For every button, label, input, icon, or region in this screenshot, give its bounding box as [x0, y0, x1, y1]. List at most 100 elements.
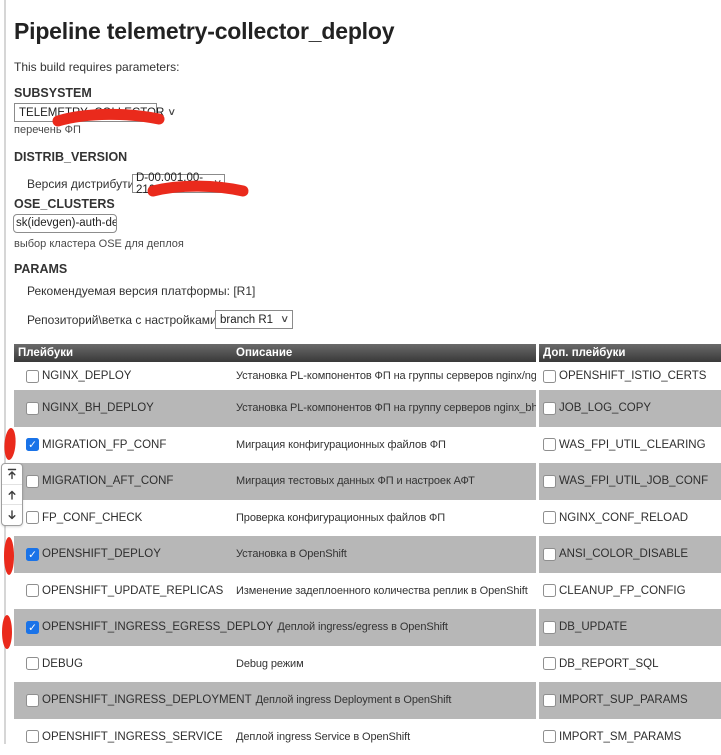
- table-row: DEBUG Debug режим DB_REPORT_SQL: [14, 646, 721, 683]
- scroll-down-icon[interactable]: [2, 504, 22, 525]
- extra-playbook-checkbox[interactable]: [543, 730, 556, 743]
- row-main-cell: DEBUG Debug режим: [14, 646, 536, 683]
- param-label-distrib-version: DISTRIB_VERSION: [14, 150, 127, 164]
- row-extra-cell: ANSI_COLOR_DISABLE: [539, 536, 721, 573]
- row-main-cell: OPENSHIFT_INGRESS_SERVICE Деплой ingress…: [14, 719, 536, 755]
- distrib-version-select-value: D-00.001.00-210: [136, 172, 210, 196]
- playbook-description: Деплой ingress/egress в OpenShift: [273, 621, 448, 633]
- playbook-cell: ✓ MIGRATION_FP_CONF: [14, 438, 232, 451]
- playbook-checkbox[interactable]: ✓: [26, 621, 39, 634]
- table-row: MIGRATION_AFT_CONF Миграция тестовых дан…: [14, 463, 721, 500]
- extra-playbook-label: WAS_FPI_UTIL_CLEARING: [559, 439, 706, 451]
- playbook-cell: OPENSHIFT_INGRESS_DEPLOYMENT: [14, 694, 252, 707]
- playbook-checkbox[interactable]: [26, 370, 39, 383]
- row-extra-cell: WAS_FPI_UTIL_JOB_CONF: [539, 463, 721, 500]
- playbook-label: FP_CONF_CHECK: [42, 512, 142, 524]
- scroll-nav-widget: [1, 463, 23, 526]
- row-main-cell: OPENSHIFT_UPDATE_REPLICAS Изменение заде…: [14, 573, 536, 610]
- repo-branch-field-label: Репозиторий\ветка с настройками ФП:: [27, 313, 241, 327]
- column-header-description: Описание: [236, 347, 292, 359]
- playbook-cell: OPENSHIFT_INGRESS_SERVICE: [14, 730, 232, 743]
- playbook-description: Миграция тестовых данных ФП и настроек А…: [232, 475, 475, 487]
- playbook-label: OPENSHIFT_INGRESS_SERVICE: [42, 731, 223, 743]
- playbook-checkbox[interactable]: [26, 402, 39, 415]
- row-extra-cell: CLEANUP_FP_CONFIG: [539, 573, 721, 610]
- extra-playbook-label: CLEANUP_FP_CONFIG: [559, 585, 686, 597]
- playbook-label: OPENSHIFT_INGRESS_DEPLOYMENT: [42, 694, 252, 706]
- extra-playbook-label: DB_UPDATE: [559, 621, 627, 633]
- playbook-label: NGINX_DEPLOY: [42, 370, 131, 382]
- playbook-cell: OPENSHIFT_UPDATE_REPLICAS: [14, 584, 232, 597]
- table-header-main: Плейбуки Описание: [14, 344, 536, 362]
- scroll-to-top-icon[interactable]: [2, 464, 22, 484]
- extra-playbook-checkbox[interactable]: [543, 511, 556, 524]
- extra-playbook-checkbox[interactable]: [543, 438, 556, 451]
- playbook-cell: MIGRATION_AFT_CONF: [14, 475, 232, 488]
- playbook-cell: DEBUG: [14, 657, 232, 670]
- chevron-down-icon: ∨: [280, 314, 289, 325]
- table-row: OPENSHIFT_INGRESS_DEPLOYMENT Деплой ingr…: [14, 682, 721, 719]
- repo-branch-select-value: branch R1: [220, 314, 273, 326]
- table-row: NGINX_BH_DEPLOY Установка PL-компонентов…: [14, 390, 721, 427]
- distrib-version-select[interactable]: D-00.001.00-210 ∨: [132, 174, 225, 193]
- row-extra-cell: DB_REPORT_SQL: [539, 646, 721, 683]
- extra-playbook-checkbox[interactable]: [543, 370, 556, 383]
- extra-playbook-checkbox[interactable]: [543, 548, 556, 561]
- repo-branch-select[interactable]: branch R1 ∨: [215, 310, 293, 329]
- extra-playbook-checkbox[interactable]: [543, 402, 556, 415]
- playbook-checkbox[interactable]: [26, 694, 39, 707]
- playbook-checkbox[interactable]: [26, 657, 39, 670]
- playbook-label: OPENSHIFT_UPDATE_REPLICAS: [42, 585, 223, 597]
- table-row: NGINX_DEPLOY Установка PL-компонентов ФП…: [14, 362, 721, 390]
- chevron-down-icon: ∨: [167, 107, 176, 118]
- table-row: OPENSHIFT_UPDATE_REPLICAS Изменение заде…: [14, 573, 721, 610]
- playbook-description: Установка PL-компонентов ФП на группу се…: [232, 402, 536, 414]
- param-label-ose-clusters: OSE_CLUSTERS: [14, 197, 115, 211]
- scroll-up-icon[interactable]: [2, 484, 22, 505]
- extra-playbook-label: IMPORT_SM_PARAMS: [559, 731, 681, 743]
- row-extra-cell: IMPORT_SUP_PARAMS: [539, 682, 721, 719]
- row-main-cell: ✓ OPENSHIFT_DEPLOY Установка в OpenShift: [14, 536, 536, 573]
- playbook-description: Проверка конфигурационных файлов ФП: [232, 512, 445, 524]
- table-header-row: Плейбуки Описание Доп. плейбуки: [14, 344, 721, 362]
- table-body: NGINX_DEPLOY Установка PL-компонентов ФП…: [14, 362, 721, 755]
- pane-left-border: [4, 0, 6, 744]
- playbook-cell: ✓ OPENSHIFT_INGRESS_EGRESS_DEPLOY: [14, 621, 273, 634]
- playbook-description: Деплой ingress Deployment в OpenShift: [252, 694, 452, 706]
- row-extra-cell: NGINX_CONF_RELOAD: [539, 500, 721, 537]
- row-extra-cell: OPENSHIFT_ISTIO_CERTS: [539, 362, 721, 390]
- extra-playbook-checkbox[interactable]: [543, 475, 556, 488]
- extra-playbook-checkbox[interactable]: [543, 694, 556, 707]
- extra-playbook-label: OPENSHIFT_ISTIO_CERTS: [559, 370, 706, 382]
- extra-playbook-checkbox[interactable]: [543, 657, 556, 670]
- row-main-cell: NGINX_DEPLOY Установка PL-компонентов ФП…: [14, 362, 536, 390]
- extra-playbook-checkbox[interactable]: [543, 621, 556, 634]
- table-header-extra: Доп. плейбуки: [539, 344, 721, 362]
- playbook-label: NGINX_BH_DEPLOY: [42, 402, 154, 414]
- row-extra-cell: DB_UPDATE: [539, 609, 721, 646]
- playbook-checkbox[interactable]: ✓: [26, 548, 39, 561]
- extra-playbook-label: IMPORT_SUP_PARAMS: [559, 694, 688, 706]
- recommended-platform-text: Рекомендуемая версия платформы: [R1]: [27, 284, 255, 298]
- playbook-checkbox[interactable]: [26, 584, 39, 597]
- extra-playbook-label: JOB_LOG_COPY: [559, 402, 651, 414]
- row-extra-cell: WAS_FPI_UTIL_CLEARING: [539, 427, 721, 464]
- subsystem-select[interactable]: TELEMETRY_COLLECTOR ∨: [14, 103, 157, 122]
- playbook-checkbox[interactable]: [26, 475, 39, 488]
- playbook-checkbox[interactable]: ✓: [26, 438, 39, 451]
- playbook-label: OPENSHIFT_INGRESS_EGRESS_DEPLOY: [42, 621, 273, 633]
- playbook-checkbox[interactable]: [26, 511, 39, 524]
- playbook-description: Установка PL-компонентов ФП на группы се…: [232, 370, 536, 382]
- row-main-cell: ✓ OPENSHIFT_INGRESS_EGRESS_DEPLOY Деплой…: [14, 609, 536, 646]
- playbook-label: MIGRATION_AFT_CONF: [42, 475, 173, 487]
- column-header-extra-playbooks: Доп. плейбуки: [539, 347, 625, 359]
- table-row: OPENSHIFT_INGRESS_SERVICE Деплой ingress…: [14, 719, 721, 755]
- subsystem-help: перечень ФП: [14, 124, 81, 136]
- row-main-cell: FP_CONF_CHECK Проверка конфигурационных …: [14, 500, 536, 537]
- playbook-cell: FP_CONF_CHECK: [14, 511, 232, 524]
- playbook-checkbox[interactable]: [26, 730, 39, 743]
- subsystem-select-value: TELEMETRY_COLLECTOR: [19, 107, 164, 119]
- chevron-down-icon: ∨: [213, 178, 222, 189]
- extra-playbook-checkbox[interactable]: [543, 584, 556, 597]
- ose-clusters-input[interactable]: sk(idevgen)-auth-dev: [13, 214, 117, 233]
